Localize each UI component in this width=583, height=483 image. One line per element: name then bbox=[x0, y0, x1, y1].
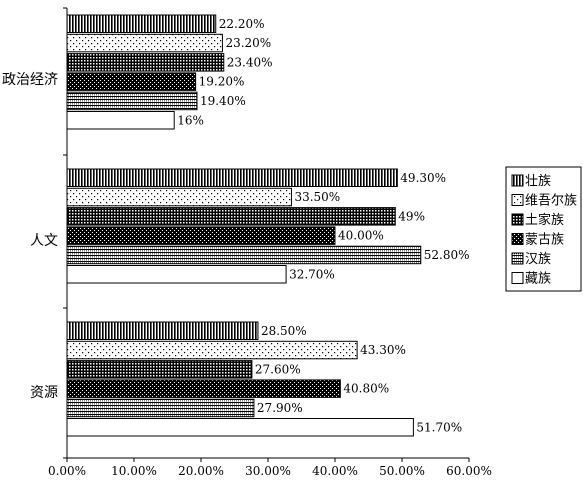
axes: 0.00% 10.00% 20.00% 30.00% 40.00% 50.00% 60.00… bbox=[2, 7, 492, 478]
data-label: 49.30% bbox=[400, 171, 446, 185]
x-tick-label: 10.00% bbox=[111, 464, 157, 478]
bar bbox=[66, 398, 255, 418]
data-label: 43.30% bbox=[360, 343, 406, 357]
data-label: 23.20% bbox=[225, 36, 271, 50]
x-tick-label: 30.00% bbox=[245, 464, 291, 478]
data-label: 28.50% bbox=[261, 324, 307, 338]
bar bbox=[66, 14, 217, 33]
bar bbox=[66, 226, 336, 245]
data-label: 23.40% bbox=[227, 55, 273, 69]
legend-label: 藏族 bbox=[525, 271, 551, 287]
legend-label: 维吾尔族 bbox=[525, 193, 577, 209]
legend-swatch bbox=[511, 213, 524, 226]
data-label: 19.20% bbox=[199, 75, 245, 89]
legend-label: 壮族 bbox=[525, 173, 551, 189]
legend-swatch bbox=[511, 252, 524, 265]
data-label: 49% bbox=[398, 209, 425, 223]
bar bbox=[66, 379, 341, 398]
data-label: 22.20% bbox=[219, 17, 265, 31]
data-label: 19.40% bbox=[200, 94, 246, 108]
x-tick-label: 60.00% bbox=[446, 464, 492, 478]
data-labels: 22.20% 49.30% 28.50% 23.20% 33.50% 43.30% 23.4… bbox=[177, 17, 469, 435]
legend-swatch bbox=[511, 194, 524, 206]
bar bbox=[66, 245, 422, 265]
bar bbox=[66, 187, 292, 207]
bar bbox=[66, 360, 253, 379]
legend-label: 汉族 bbox=[525, 251, 551, 267]
x-tick-label: 0.00% bbox=[48, 464, 86, 478]
bar bbox=[66, 321, 259, 340]
data-label: 16% bbox=[177, 113, 204, 127]
legend-swatch bbox=[511, 233, 524, 245]
bar bbox=[66, 207, 396, 226]
bar bbox=[66, 33, 223, 53]
category-label: 人文 bbox=[30, 233, 58, 249]
x-tick-label: 40.00% bbox=[312, 464, 358, 478]
data-label: 51.70% bbox=[416, 420, 462, 434]
legend-label: 土家族 bbox=[525, 212, 564, 228]
data-label: 32.70% bbox=[289, 267, 335, 281]
bar bbox=[66, 72, 197, 91]
bar bbox=[66, 91, 198, 111]
bar bbox=[66, 168, 398, 187]
bar bbox=[66, 265, 287, 284]
bar bbox=[66, 53, 225, 72]
category-label: 政治经济 bbox=[2, 72, 58, 88]
data-label: 27.90% bbox=[257, 401, 303, 415]
x-tick-label: 20.00% bbox=[178, 464, 224, 478]
legend-label: 蒙古族 bbox=[525, 232, 564, 248]
bar bbox=[66, 340, 358, 360]
category-label: 资源 bbox=[30, 385, 58, 401]
bars bbox=[66, 14, 422, 437]
legend-box bbox=[505, 166, 582, 292]
data-label: 52.80% bbox=[424, 248, 470, 262]
bar bbox=[66, 418, 414, 437]
legend-swatch bbox=[511, 272, 524, 284]
data-label: 33.50% bbox=[294, 190, 340, 204]
data-label: 40.80% bbox=[343, 382, 389, 396]
bar bbox=[66, 111, 175, 130]
x-tick-label: 50.00% bbox=[379, 464, 425, 478]
legend-swatch bbox=[511, 174, 524, 187]
data-label: 27.60% bbox=[255, 362, 301, 376]
data-label: 40.00% bbox=[338, 229, 384, 243]
